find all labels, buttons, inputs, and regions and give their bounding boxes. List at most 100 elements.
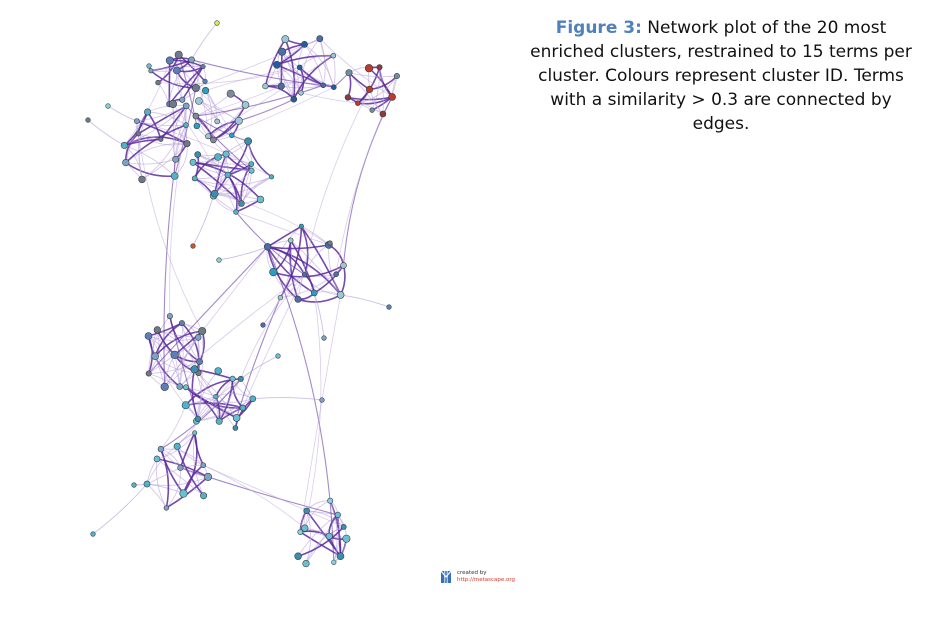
network-node [155,79,161,86]
network-edge [242,274,305,408]
network-edge [192,432,205,496]
network-edge [280,265,344,299]
network-edge [125,158,176,165]
network-node [160,382,169,392]
network-edge [218,246,268,261]
network-node [214,367,222,375]
network-edge [290,240,341,296]
network-node [386,304,392,310]
network-edge [136,121,203,332]
network-edge [215,393,254,400]
network-node [320,82,326,89]
network-node [191,84,200,93]
network-node [369,107,375,113]
network-node [177,464,184,471]
network-edge [371,67,381,111]
network-node [192,430,198,436]
network-edge [333,514,340,563]
network-node [131,482,137,488]
network-node [301,41,308,48]
network-edge [299,531,341,557]
network-edge [267,244,329,250]
network-node [302,559,310,568]
network-node [194,151,201,158]
network-edge [205,90,252,165]
network-node [210,189,219,198]
network-node [183,102,190,110]
network-edge [340,294,390,308]
network-edge [252,397,323,401]
credit-url: http://metascape.org [457,577,516,583]
network-node [165,56,174,65]
network-node [248,161,255,167]
network-node [215,417,223,425]
network-edge [169,315,199,420]
network-edge [148,361,200,374]
network-edge [157,67,300,85]
network-node [281,35,290,44]
network-node [327,497,334,504]
network-node [183,140,191,148]
network-edge [165,476,209,509]
network-node [232,414,241,422]
network-node [210,136,217,144]
network-node [204,472,213,481]
network-edge [267,246,342,296]
network-node [173,66,181,75]
network-node [233,209,239,215]
network-edge [342,96,393,266]
network-node [302,272,308,278]
network-edge [313,264,345,294]
network-node [379,110,387,118]
network-edge [146,483,167,509]
network-edge [195,85,282,117]
network-edge [240,355,279,380]
network-node [133,118,140,124]
network-edge [160,448,170,509]
network-edge [264,38,286,87]
network-edge [179,323,184,387]
network-node [269,174,275,180]
network-node [183,122,189,128]
network-edge [304,292,322,529]
network-edge [300,92,358,104]
network-edge [195,115,249,142]
network-node [262,83,269,90]
network-node [216,257,222,263]
network-node [355,100,361,106]
network-node [148,68,154,74]
network-edge [125,124,187,164]
network-node [275,353,281,359]
network-node [173,442,181,450]
network-node [278,47,287,56]
network-node [248,167,255,174]
network-edge [207,55,334,137]
network-edge [214,193,330,246]
network-node [224,171,232,179]
network-edge [304,44,324,86]
network-node [303,507,310,514]
network-edge [136,120,272,178]
network-edge [163,159,177,387]
network-node [333,271,339,278]
network-edge [300,38,321,93]
network-edge [236,297,281,419]
network-node [214,20,220,26]
network-edge [181,66,204,101]
network-node [191,175,198,182]
metascape-credit: created by http://metascape.org [441,569,521,585]
network-edge [195,84,324,117]
network-node [239,404,247,411]
network-node [334,511,341,519]
network-edge [297,526,345,557]
network-edge [107,105,138,122]
network-node [151,352,159,361]
network-edge [164,274,305,388]
network-node [168,99,177,109]
network-edge [203,464,306,529]
network-edge [299,54,334,68]
network-edge [203,464,344,528]
network-node [325,532,333,540]
network-edge [267,246,306,276]
network-edge [176,378,233,447]
